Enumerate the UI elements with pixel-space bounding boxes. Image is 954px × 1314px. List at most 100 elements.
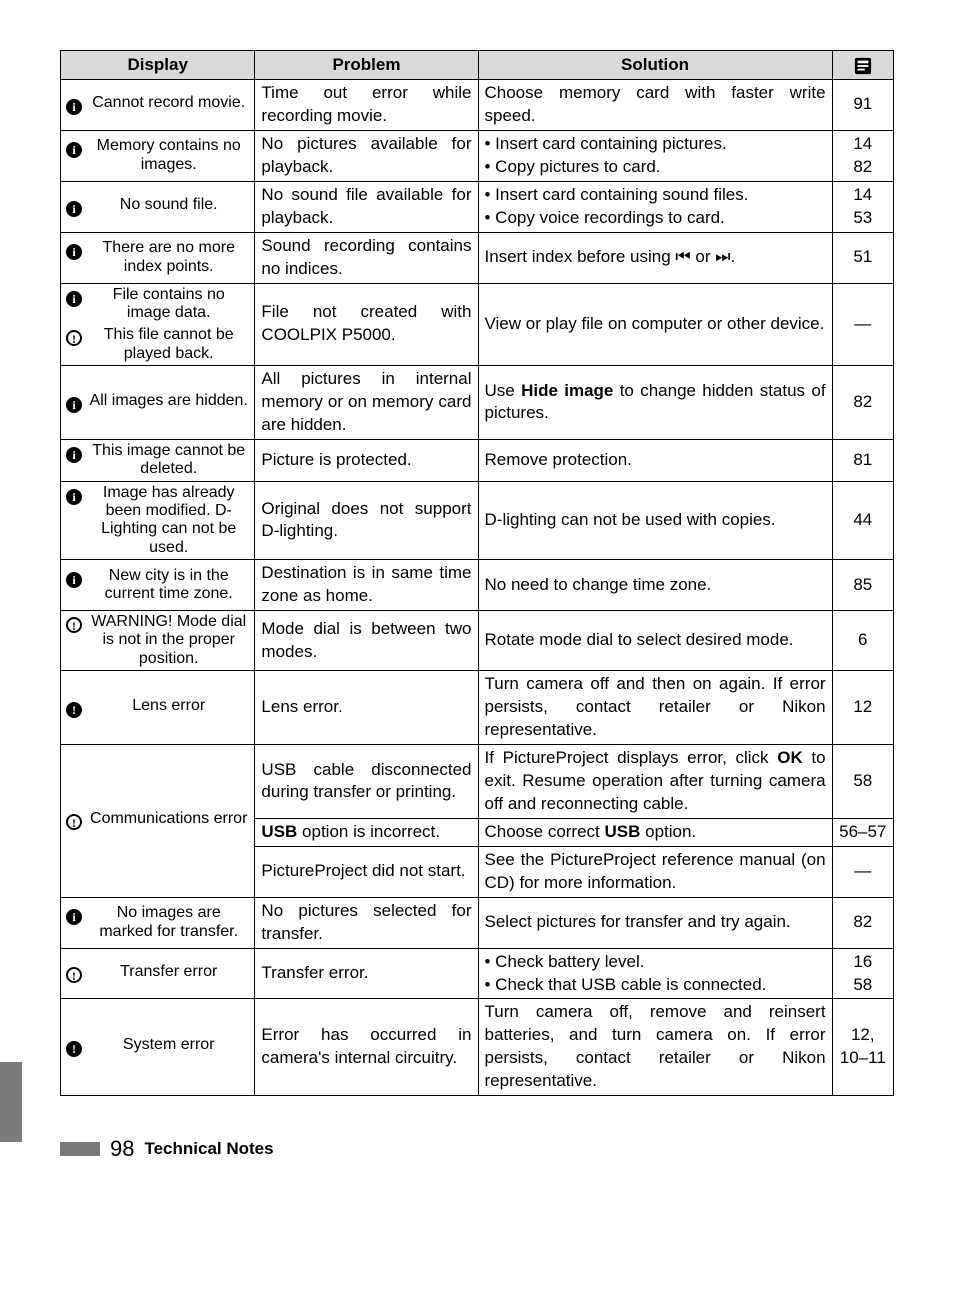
table-row: iMemory contains no images.No pictures a… [61, 130, 894, 181]
page-ref-cell: — [832, 846, 893, 897]
problem-cell: No pictures selected for transfer. [255, 897, 478, 948]
display-cell: i There are no more index points. [61, 232, 255, 283]
table-row: !Communications errorUSB cable disconnec… [61, 745, 894, 819]
page-ref-cell: 81 [832, 439, 893, 481]
display-cell: i This image cannot be deleted. [61, 439, 255, 481]
display-text: Communications error [89, 810, 252, 828]
display-text: File contains no image data. [89, 286, 252, 323]
page-ref-line: 14 [839, 184, 887, 207]
page-ref-cell: 1453 [832, 181, 893, 232]
page-ref-line: 16 [839, 951, 887, 974]
problem-cell: Error has occurred in camera's internal … [255, 999, 478, 1096]
page-section-label: Technical Notes [144, 1139, 273, 1159]
problem-cell: Original does not support D-lighting. [255, 481, 478, 560]
solution-cell: See the PictureProject reference manual … [478, 846, 832, 897]
header-problem: Problem [255, 51, 478, 80]
info-icon: i [66, 447, 82, 463]
info-icon: i [66, 201, 82, 217]
page-ref-line: 58 [839, 974, 887, 997]
display-text: Cannot record movie. [89, 94, 252, 112]
page-ref-cell: 51 [832, 232, 893, 283]
display-text: No images are marked for transfer. [89, 904, 252, 941]
display-text: There are no more index points. [89, 239, 252, 276]
display-text: New city is in the current time zone. [89, 567, 252, 604]
table-row: !System errorError has occurred in camer… [61, 999, 894, 1096]
header-solution: Solution [478, 51, 832, 80]
problem-cell: No sound file available for playback. [255, 181, 478, 232]
display-text: Transfer error [89, 963, 252, 981]
page-ref-line: 53 [839, 207, 887, 230]
table-row: iNo sound file.No sound file available f… [61, 181, 894, 232]
page-ref-cell: 82 [832, 366, 893, 440]
problem-cell: USB option is incorrect. [255, 818, 478, 846]
display-cell: iMemory contains no images. [61, 130, 255, 181]
page-ref-cell: 85 [832, 560, 893, 611]
table-row: i This image cannot be deleted.Picture is… [61, 439, 894, 481]
display-cell: iNew city is in the current time zone. [61, 560, 255, 611]
solution-cell: Use Hide image to change hidden status o… [478, 366, 832, 440]
table-row: i There are no more index points.Sound re… [61, 232, 894, 283]
table-row: iImage has already been modified. D-Ligh… [61, 481, 894, 560]
display-cell: i File contains no image data. [61, 283, 255, 324]
solution-cell: If PictureProject displays error, click … [478, 745, 832, 819]
page-container: Display Problem Solution iCannot record … [0, 0, 954, 1202]
info-icon: i [66, 489, 82, 505]
solution-cell: Choose memory card with faster write spe… [478, 80, 832, 131]
display-cell: !System error [61, 999, 255, 1096]
display-cell: iNo images are marked for transfer. [61, 897, 255, 948]
page-ref-line: 82 [839, 156, 887, 179]
solution-cell: View or play file on computer or other d… [478, 283, 832, 366]
solution-cell: Insert index before using ⏮ or ⏭. [478, 232, 832, 283]
solution-line: • Insert card containing sound files. [485, 184, 826, 207]
page-ref-cell: — [832, 283, 893, 366]
solution-cell: D-lighting can not be used with copies. [478, 481, 832, 560]
solution-line: • Check that USB cable is connected. [485, 974, 826, 997]
table-row: iFile contains no image data.File not cr… [61, 283, 894, 324]
display-text: WARNING! Mode dial is not in the proper … [89, 613, 252, 668]
info-icon: i [66, 397, 82, 413]
info-icon: i [66, 291, 82, 307]
page-ref-cell: 6 [832, 611, 893, 671]
solution-cell: Remove protection. [478, 439, 832, 481]
table-body: iCannot record movie.Time out error whil… [61, 80, 894, 1096]
solution-cell: Turn camera off, remove and reinsert bat… [478, 999, 832, 1096]
display-text: System error [89, 1036, 252, 1054]
table-row: iAll images are hidden.All pictures in i… [61, 366, 894, 440]
display-cell: !Transfer error [61, 948, 255, 999]
problem-cell: Destination is in same time zone as home… [255, 560, 478, 611]
problem-cell: Lens error. [255, 671, 478, 745]
problem-cell: USB cable disconnected during transfer o… [255, 745, 478, 819]
info-icon: i [66, 99, 82, 115]
page-ref-cell: 12, 10–11 [832, 999, 893, 1096]
solution-cell: Turn camera off and then on again. If er… [478, 671, 832, 745]
display-cell: !This file cannot be played back. [61, 324, 255, 365]
problem-cell: All pictures in internal memory or on me… [255, 366, 478, 440]
page-ref-cell: 44 [832, 481, 893, 560]
display-text: This file cannot be played back. [89, 326, 252, 363]
display-cell: ! WARNING! Mode dial is not in the proper… [61, 611, 255, 671]
page-ref-icon [854, 55, 872, 74]
solution-cell: • Insert card containing pictures.• Copy… [478, 130, 832, 181]
solution-cell: • Insert card containing sound files.• C… [478, 181, 832, 232]
table-row: iNew city is in the current time zone.De… [61, 560, 894, 611]
problem-cell: Sound recording contains no indices. [255, 232, 478, 283]
page-ref-cell: 1482 [832, 130, 893, 181]
display-cell: iNo sound file. [61, 181, 255, 232]
solution-cell: Rotate mode dial to select desired mode. [478, 611, 832, 671]
page-number: 98 [110, 1136, 134, 1162]
info-icon: i [66, 244, 82, 260]
problem-cell: Picture is protected. [255, 439, 478, 481]
solution-cell: Select pictures for transfer and try aga… [478, 897, 832, 948]
page-ref-cell: 82 [832, 897, 893, 948]
caution-icon: ! [66, 617, 82, 633]
solution-cell: Choose correct USB option. [478, 818, 832, 846]
display-cell: ! Lens error [61, 671, 255, 745]
display-text: Memory contains no images. [89, 137, 252, 174]
display-text: Lens error [89, 697, 252, 715]
display-cell: i Cannot record movie. [61, 80, 255, 131]
display-text: This image cannot be deleted. [89, 442, 252, 479]
display-cell: iImage has already been modified. D-Ligh… [61, 481, 255, 560]
caution-icon: ! [66, 814, 82, 830]
problem-cell: Mode dial is between two modes. [255, 611, 478, 671]
warning-icon: ! [66, 702, 82, 718]
